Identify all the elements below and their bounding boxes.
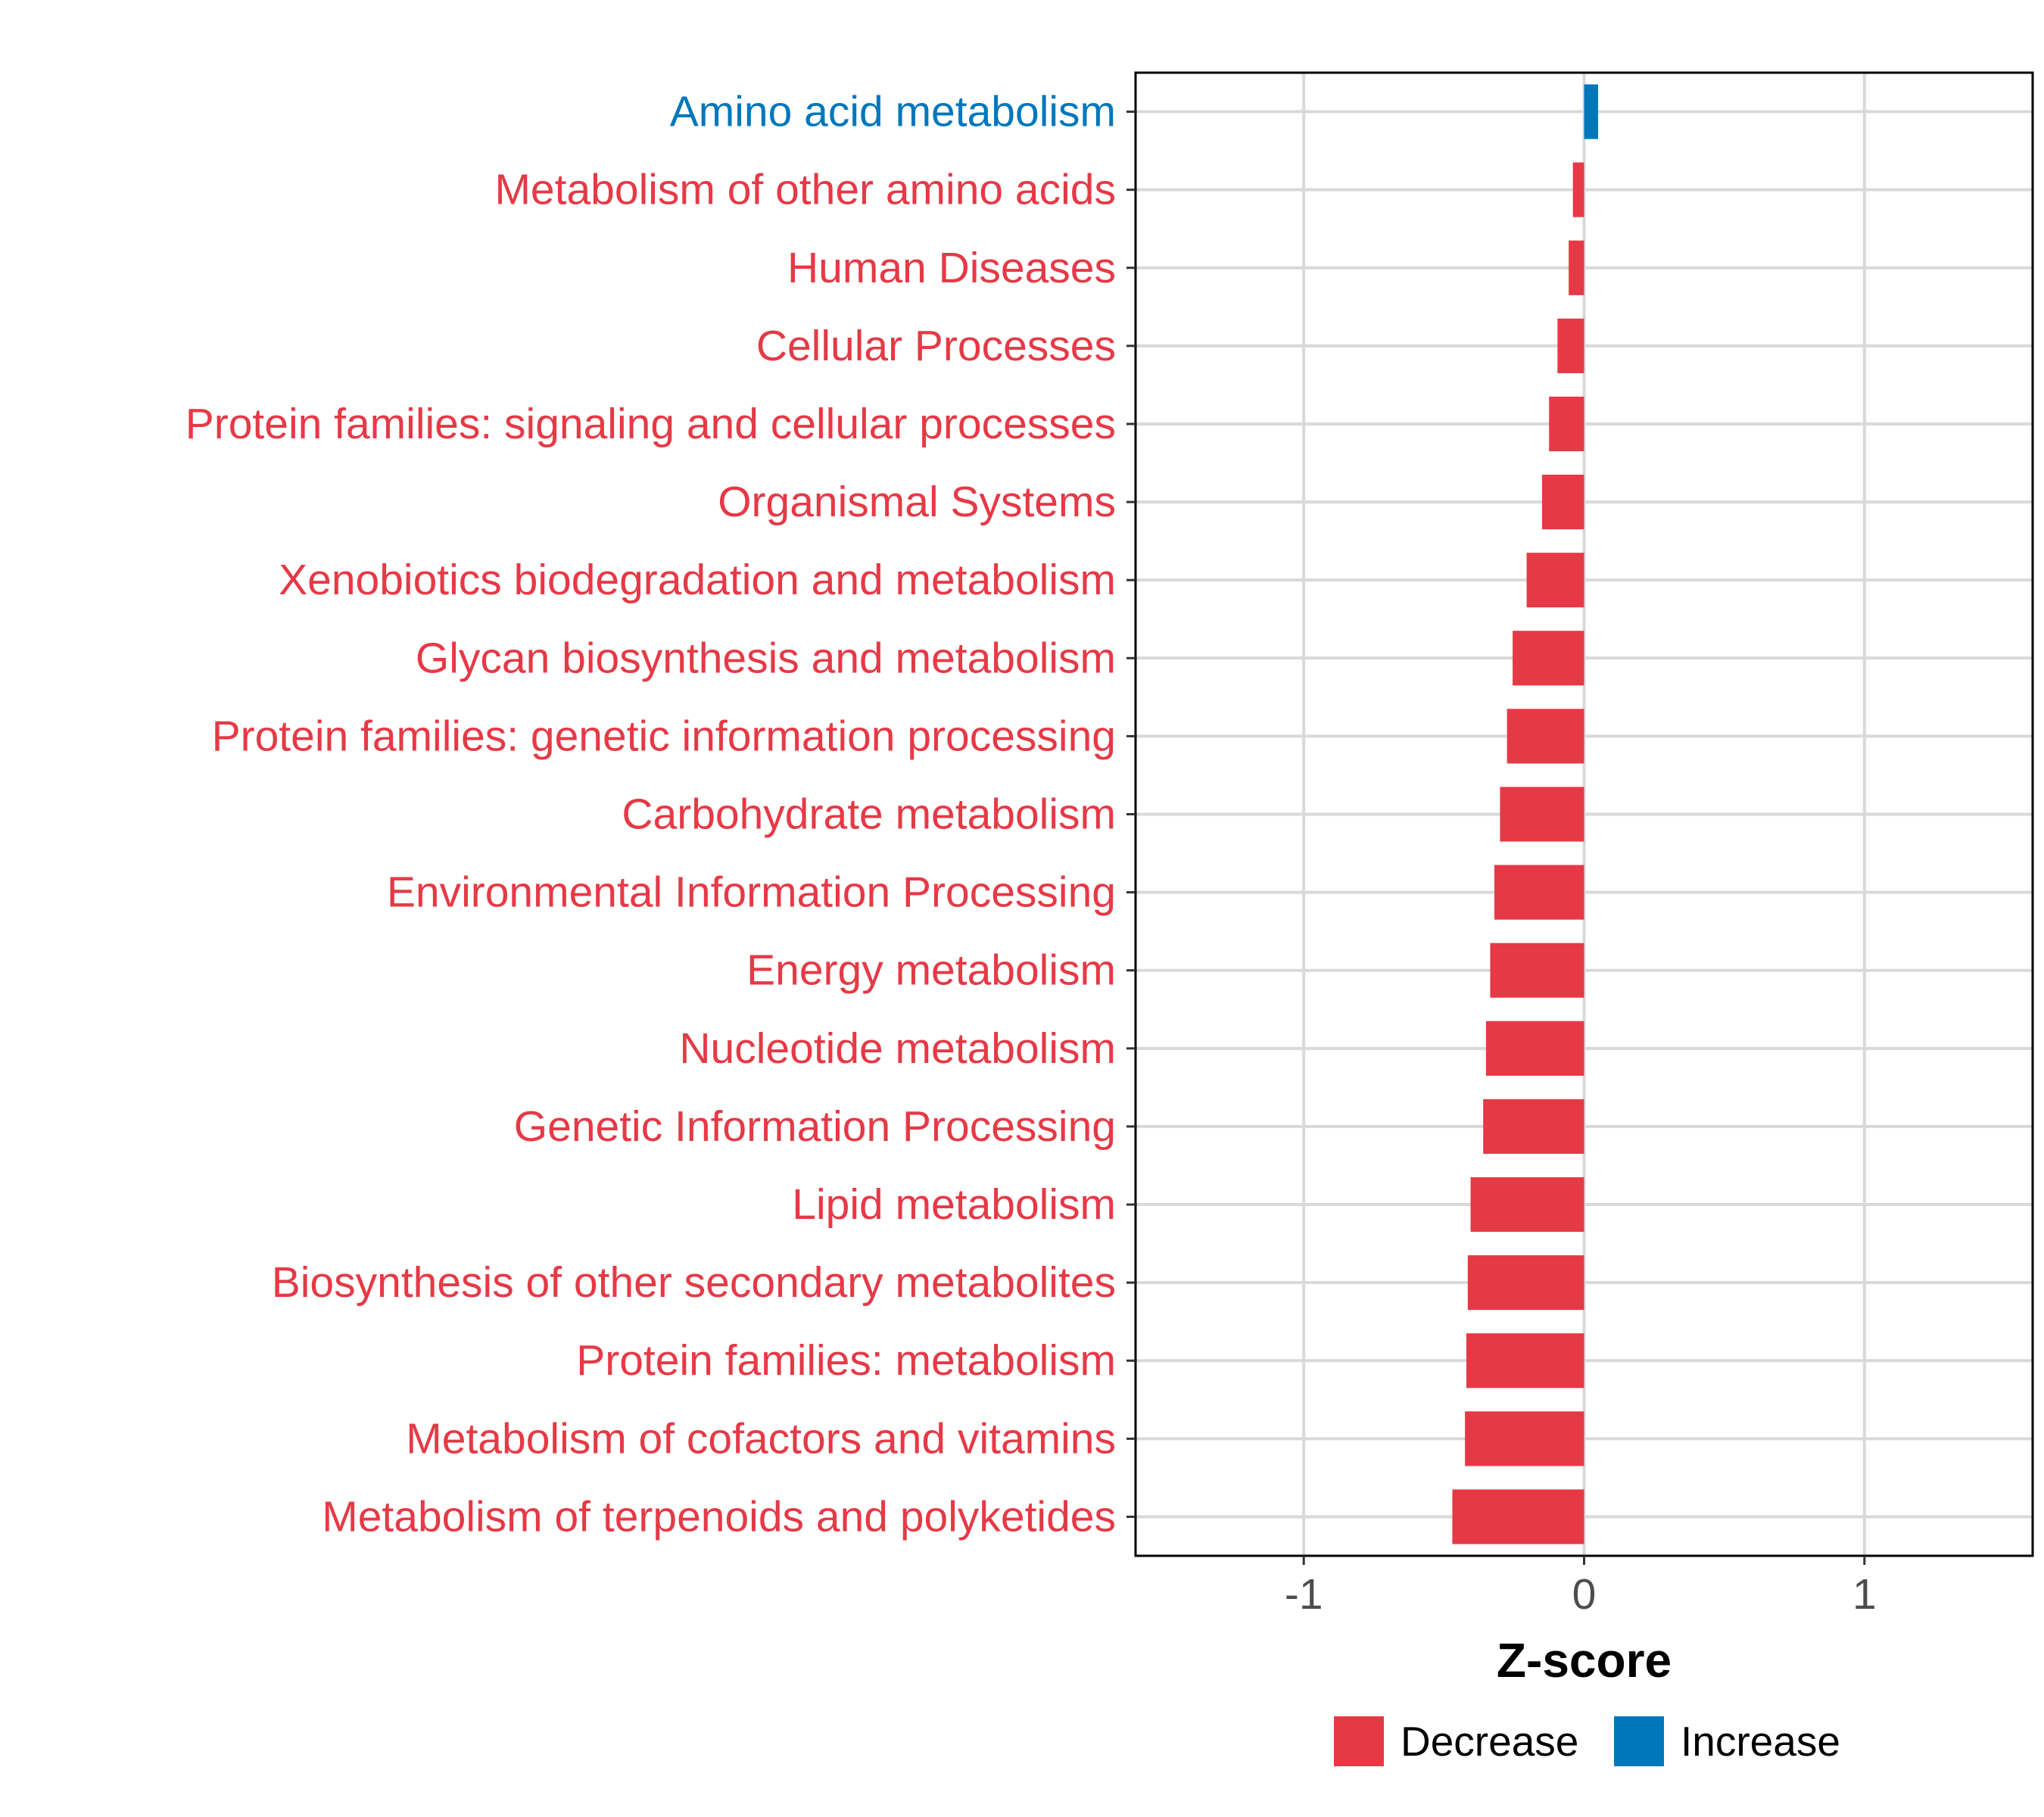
y-axis-labels: Amino acid metabolism Metabolism of other… (185, 88, 1116, 1541)
x-tick-label: -1 (1285, 1570, 1323, 1619)
y-category-label: Lipid metabolism (792, 1180, 1116, 1229)
bar (1465, 1411, 1584, 1466)
bars (1452, 84, 1599, 1544)
bar (1452, 1489, 1584, 1544)
bar (1466, 1333, 1584, 1388)
x-axis-ticks: -1 0 1 (1285, 1556, 1877, 1619)
bar (1490, 943, 1584, 998)
y-category-label: Environmental Information Processing (387, 868, 1116, 917)
y-category-label: Metabolism of terpenoids and polyketides (322, 1492, 1116, 1541)
bar (1526, 553, 1584, 608)
legend: Decrease Increase (1334, 1716, 1840, 1766)
bar (1541, 474, 1584, 530)
y-category-label: Energy metabolism (746, 946, 1116, 995)
y-category-label: Organismal Systems (718, 478, 1116, 526)
y-category-label: Metabolism of other amino acids (494, 166, 1116, 214)
bar (1569, 240, 1584, 295)
bar (1467, 1255, 1584, 1311)
y-category-label: Protein families: signaling and cellular… (185, 400, 1116, 448)
bar (1485, 1021, 1584, 1076)
bar (1500, 787, 1584, 842)
legend-label-decrease: Decrease (1401, 1718, 1578, 1765)
bar (1572, 162, 1584, 217)
x-tick-label: 0 (1572, 1570, 1597, 1619)
bar (1513, 631, 1584, 686)
y-category-label: Protein families: genetic information pr… (212, 712, 1116, 760)
x-axis-title: Z-score (1497, 1633, 1672, 1688)
y-category-label: Xenobiotics biodegradation and metabolis… (279, 556, 1116, 604)
y-category-label: Cellular Processes (756, 322, 1116, 370)
bar (1470, 1177, 1584, 1233)
y-category-label: Nucleotide metabolism (679, 1024, 1116, 1073)
y-category-label: Amino acid metabolism (670, 88, 1116, 136)
x-tick-label: 1 (1852, 1570, 1877, 1619)
y-category-label: Protein families: metabolism (576, 1336, 1116, 1385)
bar (1557, 318, 1584, 373)
y-category-label: Carbohydrate metabolism (622, 790, 1116, 839)
bar (1483, 1099, 1584, 1155)
bar (1494, 865, 1584, 920)
y-axis-ticks (1126, 111, 1136, 1518)
legend-key-decrease (1334, 1716, 1384, 1766)
y-category-label: Metabolism of cofactors and vitamins (406, 1414, 1116, 1463)
y-category-label: Glycan biosynthesis and metabolism (416, 634, 1116, 682)
y-category-label: Human Diseases (787, 244, 1116, 292)
legend-key-increase (1614, 1716, 1664, 1766)
legend-label-increase: Increase (1681, 1718, 1840, 1765)
y-category-label: Biosynthesis of other secondary metaboli… (272, 1258, 1116, 1307)
y-category-label: Genetic Information Processing (514, 1102, 1116, 1151)
bar (1507, 709, 1584, 764)
bar (1584, 84, 1599, 139)
bar (1549, 396, 1584, 452)
